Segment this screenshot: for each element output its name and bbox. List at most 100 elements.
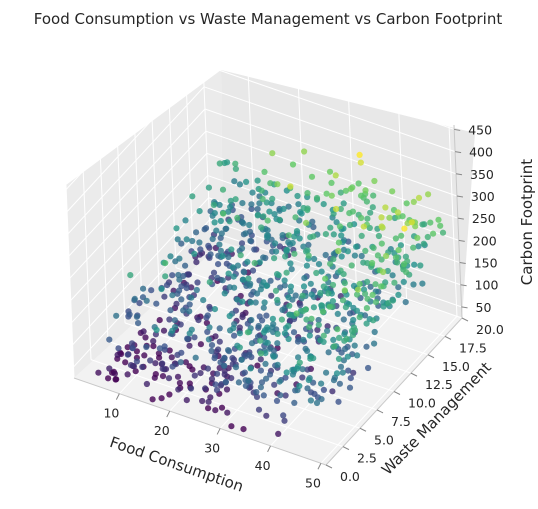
back-left-pane — [66, 70, 223, 378]
data-point — [124, 371, 131, 378]
data-point — [346, 384, 354, 391]
data-point — [148, 287, 155, 294]
data-point — [133, 358, 140, 365]
data-point — [338, 232, 345, 239]
data-point — [196, 239, 203, 246]
data-point — [206, 324, 213, 331]
data-point — [253, 389, 260, 396]
data-point — [338, 253, 345, 260]
data-point — [166, 391, 173, 398]
data-point — [184, 335, 191, 342]
data-point — [362, 187, 369, 194]
x-tick-mark — [267, 445, 272, 453]
data-point — [204, 312, 211, 319]
data-point — [214, 274, 221, 281]
data-point — [281, 417, 288, 424]
data-point — [268, 292, 275, 299]
data-point — [248, 316, 255, 324]
z-tick-mark — [454, 128, 461, 131]
data-point — [369, 291, 376, 298]
data-point — [219, 277, 226, 284]
data-point — [273, 397, 281, 404]
data-point — [266, 208, 273, 215]
data-point — [367, 209, 374, 216]
data-point — [236, 344, 243, 351]
data-point — [362, 247, 369, 254]
data-point — [221, 362, 228, 369]
data-point — [353, 307, 361, 314]
data-point — [285, 232, 292, 239]
data-point — [229, 355, 236, 362]
data-point — [263, 312, 270, 319]
data-point — [329, 281, 337, 289]
data-point — [394, 259, 401, 266]
data-point — [280, 205, 287, 212]
data-point — [222, 378, 229, 385]
data-point — [369, 259, 376, 267]
grid-line-y — [107, 340, 361, 429]
data-point — [293, 310, 300, 317]
data-point — [320, 386, 327, 393]
data-point — [177, 359, 184, 366]
data-point — [372, 299, 380, 306]
data-point — [347, 375, 354, 382]
data-point — [285, 335, 292, 343]
data-point — [354, 291, 361, 298]
data-point — [255, 406, 263, 413]
data-point — [306, 332, 313, 339]
data-point — [161, 343, 168, 350]
data-point — [300, 336, 307, 343]
data-point — [263, 282, 270, 289]
data-point — [392, 254, 400, 261]
data-point — [231, 178, 238, 185]
grid-line-y — [82, 166, 92, 360]
data-point — [315, 321, 322, 329]
data-point — [247, 280, 254, 287]
x-tick-label: 30 — [204, 441, 220, 456]
y-tick-label: 2.5 — [357, 451, 377, 466]
data-point — [176, 255, 183, 262]
data-point — [183, 285, 190, 292]
data-point — [282, 253, 289, 260]
data-point — [153, 326, 160, 334]
data-point — [171, 317, 178, 324]
data-point — [267, 277, 274, 284]
grid-line-z — [70, 153, 208, 301]
data-point — [217, 217, 224, 225]
data-point — [346, 210, 353, 217]
data-point — [267, 180, 274, 187]
z-tick-label: 50 — [476, 300, 492, 315]
data-point — [280, 412, 287, 419]
data-point — [124, 344, 131, 351]
data-point — [330, 336, 337, 343]
data-point — [221, 371, 228, 378]
data-point — [363, 320, 370, 327]
data-point — [160, 327, 168, 334]
data-point — [425, 191, 432, 198]
data-point — [304, 366, 311, 373]
data-point — [424, 233, 431, 241]
data-point — [251, 259, 258, 267]
data-point — [182, 217, 189, 224]
data-point — [255, 322, 262, 330]
data-point — [241, 369, 248, 376]
data-point — [364, 278, 371, 285]
data-point — [391, 279, 398, 286]
data-point — [323, 369, 330, 376]
data-point — [131, 295, 138, 302]
data-point — [356, 314, 363, 321]
data-point — [114, 351, 121, 358]
data-point — [308, 173, 316, 180]
data-point — [439, 229, 447, 236]
data-point — [239, 200, 246, 207]
data-point — [183, 236, 190, 243]
data-point — [240, 426, 247, 433]
y-tick-mark — [410, 372, 418, 377]
data-point — [269, 324, 276, 331]
data-point — [307, 355, 314, 362]
data-point — [380, 268, 387, 276]
data-point — [115, 345, 122, 352]
data-point — [322, 231, 329, 238]
data-point — [260, 254, 267, 261]
data-point — [410, 198, 417, 205]
